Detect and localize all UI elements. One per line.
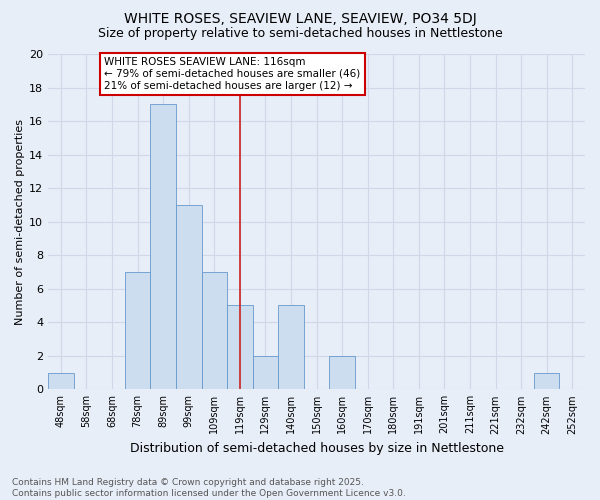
Bar — [253, 356, 278, 390]
Text: WHITE ROSES, SEAVIEW LANE, SEAVIEW, PO34 5DJ: WHITE ROSES, SEAVIEW LANE, SEAVIEW, PO34… — [124, 12, 476, 26]
Bar — [176, 205, 202, 390]
Y-axis label: Number of semi-detached properties: Number of semi-detached properties — [15, 118, 25, 324]
Text: Contains HM Land Registry data © Crown copyright and database right 2025.
Contai: Contains HM Land Registry data © Crown c… — [12, 478, 406, 498]
Bar — [534, 372, 559, 390]
Text: WHITE ROSES SEAVIEW LANE: 116sqm
← 79% of semi-detached houses are smaller (46)
: WHITE ROSES SEAVIEW LANE: 116sqm ← 79% o… — [104, 58, 361, 90]
Bar — [202, 272, 227, 390]
Bar — [329, 356, 355, 390]
Bar — [227, 306, 253, 390]
Bar — [125, 272, 151, 390]
Text: Size of property relative to semi-detached houses in Nettlestone: Size of property relative to semi-detach… — [98, 28, 502, 40]
X-axis label: Distribution of semi-detached houses by size in Nettlestone: Distribution of semi-detached houses by … — [130, 442, 503, 455]
Bar — [48, 372, 74, 390]
Bar — [151, 104, 176, 390]
Bar — [278, 306, 304, 390]
